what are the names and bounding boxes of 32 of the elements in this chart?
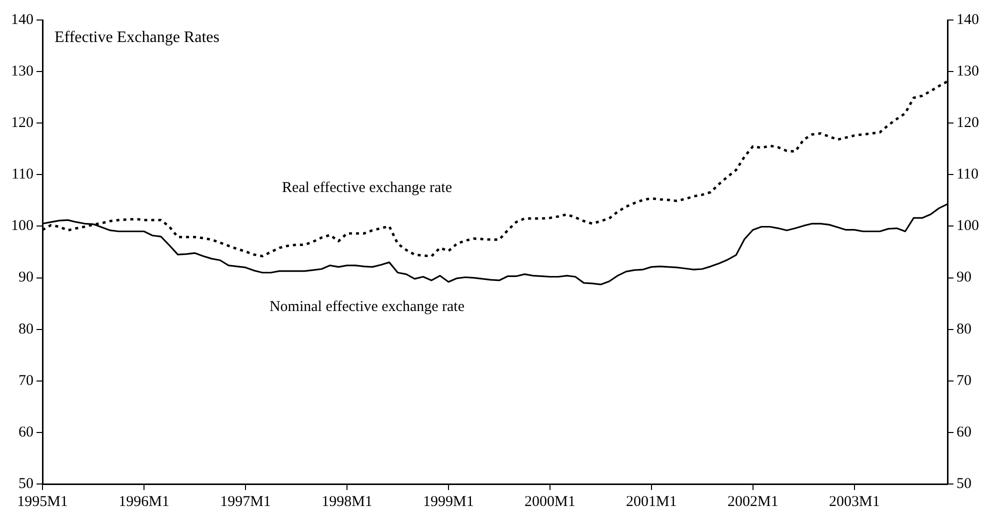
y2-tick-label: 110 <box>956 166 978 183</box>
y2-tick-label: 80 <box>956 321 972 338</box>
y2-tick-label: 100 <box>956 218 979 234</box>
x-tick-label: 2003M1 <box>829 494 880 510</box>
y2-tick-label: 140 <box>956 12 979 28</box>
y-tick-label: 90 <box>18 270 34 286</box>
y-tick-label: 80 <box>18 321 34 338</box>
y2-tick-label: 50 <box>956 476 972 492</box>
y-tick-label: 120 <box>11 115 34 132</box>
x-tick-label: 1998M1 <box>322 494 372 510</box>
y2-tick-label: 130 <box>956 63 979 80</box>
y-tick-label: 60 <box>18 424 34 440</box>
y-tick-label: 130 <box>11 63 34 80</box>
x-tick-label: 1999M1 <box>423 494 474 510</box>
y-tick-label: 70 <box>18 372 34 389</box>
y-tick-label: 100 <box>11 218 34 234</box>
text: Effective Exchange Rates <box>54 29 220 46</box>
series-label: Nominal effective exchange rate <box>269 298 465 315</box>
y2-tick-label: 60 <box>956 424 972 440</box>
y2-tick-label: 120 <box>956 115 979 132</box>
x-tick-label: 1996M1 <box>118 494 170 510</box>
text: Real effective exchange rate <box>282 180 452 196</box>
y-tick-label: 110 <box>12 166 34 183</box>
x-tick-label: 2001M1 <box>626 494 677 510</box>
x-tick-label: 1995M1 <box>17 494 68 510</box>
y2-tick-label: 90 <box>956 270 972 286</box>
y-tick-label: 50 <box>18 476 34 492</box>
x-tick-label: 1997M1 <box>220 494 271 510</box>
y-tick-label: 140 <box>11 12 34 28</box>
x-tick-label: 2000M1 <box>524 494 576 510</box>
x-tick-label: 2002M1 <box>728 494 778 510</box>
y2-tick-label: 70 <box>956 372 972 389</box>
